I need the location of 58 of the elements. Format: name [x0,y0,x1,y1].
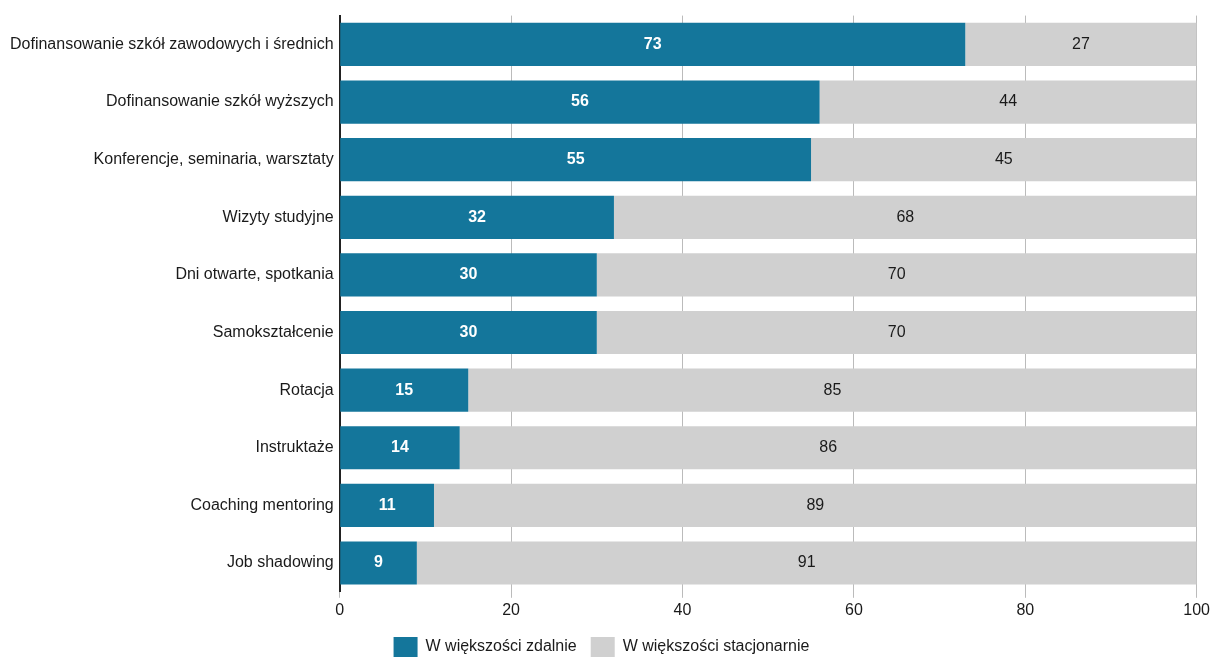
y-tick-label: Instruktaże [255,438,334,456]
y-tick-label: Dni otwarte, spotkania [175,265,334,283]
bar [596,253,1197,297]
bar [340,483,434,527]
data-label: 85 [823,380,842,398]
data-label: 44 [999,92,1018,110]
bar [340,138,812,182]
bar [596,310,1197,355]
bar [613,195,1197,239]
data-label: 32 [468,207,487,225]
data-label: 11 [378,495,396,513]
y-tick-label: Konferencje, seminaria, warsztaty [93,150,334,168]
legend-label: W większości stacjonarnie [622,637,810,655]
bar [340,253,597,297]
y-tick-label: Wizyty studyjne [222,207,334,225]
data-label: 89 [806,495,825,513]
y-tick-label: Samokształcenie [212,322,334,340]
x-tick-label: 60 [844,600,863,618]
bar [433,483,1197,527]
data-label: 70 [887,322,906,340]
data-label: 27 [1072,34,1090,52]
y-tick-label: Dofinansowanie szkół zawodowych i średnich [10,34,334,52]
bar [340,426,460,470]
data-label: 15 [395,380,414,398]
data-label: 30 [459,322,478,340]
bar [965,22,1197,67]
y-tick-label: Rotacja [279,380,334,398]
x-tick-label: 100 [1183,600,1211,618]
y-tick-label: Job shadowing [226,553,334,571]
bar [340,368,469,412]
data-label: 14 [391,438,409,456]
x-tick-label: 0 [335,600,345,618]
data-label: 56 [571,92,589,110]
bar [340,195,614,239]
bar [340,80,820,124]
data-label: 30 [459,265,478,283]
x-tick-label: 20 [502,600,521,618]
y-tick-label: Dofinansowanie szkół wyższych [106,92,334,110]
legend-label: W większości zdalnie [425,637,577,655]
data-label: 68 [896,207,915,225]
x-tick-label: 80 [1016,600,1035,618]
bar [459,426,1197,470]
data-label: 55 [566,150,585,168]
bar [819,80,1197,124]
data-label: 91 [797,553,816,571]
bar [340,310,597,355]
bar [340,541,417,585]
bar [468,368,1197,412]
bar [416,541,1197,585]
data-label: 73 [643,34,662,52]
data-label: 9 [374,553,384,571]
bar [811,138,1197,182]
data-label: 45 [994,150,1013,168]
data-label: 86 [819,438,838,456]
data-label: 70 [887,265,906,283]
x-tick-label: 40 [673,600,692,618]
y-tick-label: Coaching mentoring [190,495,334,513]
bar [340,22,966,67]
